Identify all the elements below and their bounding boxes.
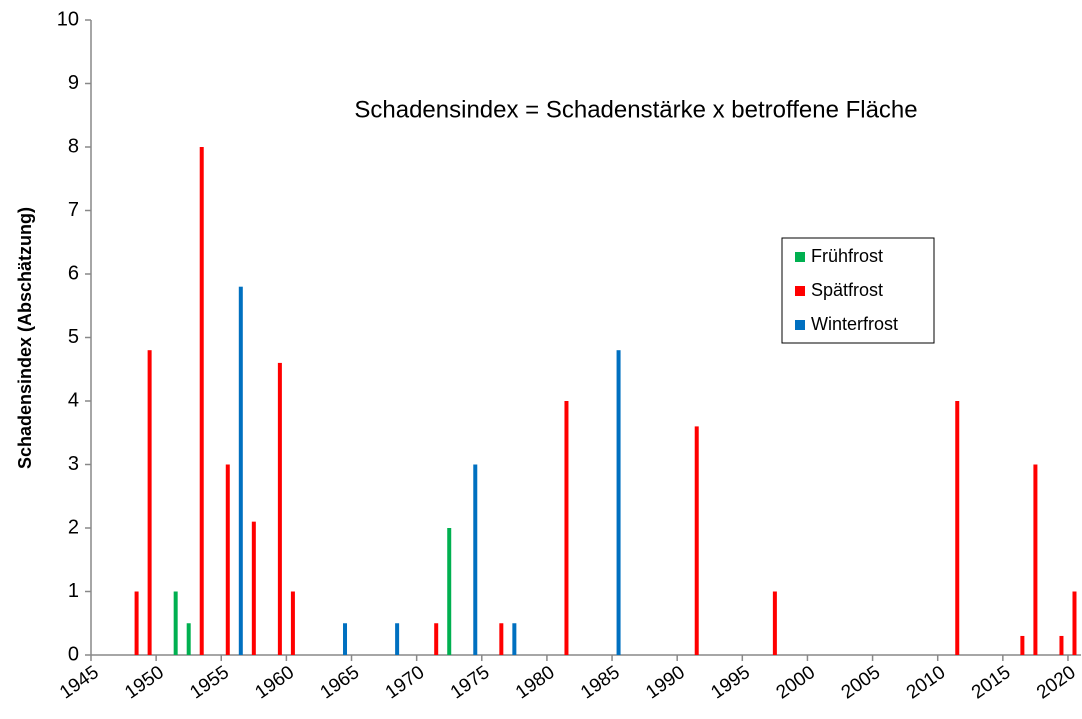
bar xyxy=(616,350,621,655)
x-tick-label: 1970 xyxy=(382,662,429,703)
bar xyxy=(694,426,699,655)
legend-swatch xyxy=(795,320,805,330)
bar xyxy=(277,362,282,655)
legend-swatch xyxy=(795,286,805,296)
bar xyxy=(499,623,504,655)
chart-title: Schadensindex = Schadenstärke x betroffe… xyxy=(354,96,917,123)
bar xyxy=(343,623,348,655)
x-tick-label: 1950 xyxy=(121,662,168,703)
bar xyxy=(473,464,478,655)
y-tick-label: 0 xyxy=(68,643,79,665)
x-tick-label: 2015 xyxy=(968,662,1015,703)
y-tick-label: 5 xyxy=(68,326,79,348)
y-tick-label: 10 xyxy=(57,8,79,30)
legend-swatch xyxy=(795,252,805,262)
legend-label: Spätfrost xyxy=(811,280,883,300)
y-axis-label: Schadensindex (Abschätzung) xyxy=(15,207,35,469)
legend-label: Frühfrost xyxy=(811,246,883,266)
bar xyxy=(512,623,517,655)
x-tick-label: 1985 xyxy=(577,662,624,703)
y-tick-label: 6 xyxy=(68,262,79,284)
bar xyxy=(225,464,230,655)
bar xyxy=(290,591,295,655)
bar xyxy=(1059,635,1064,655)
y-tick-label: 3 xyxy=(68,453,79,475)
bar xyxy=(1020,635,1025,655)
bar xyxy=(134,591,139,655)
y-tick-label: 7 xyxy=(68,199,79,221)
bar xyxy=(199,147,204,655)
x-tick-label: 2020 xyxy=(1033,662,1080,703)
y-tick-label: 4 xyxy=(68,389,79,411)
bar xyxy=(186,623,191,655)
bar xyxy=(173,591,178,655)
bar xyxy=(395,623,400,655)
bar xyxy=(564,401,569,655)
bar xyxy=(955,401,960,655)
x-tick-label: 2000 xyxy=(773,662,820,703)
x-tick-label: 2010 xyxy=(903,662,950,703)
x-tick-label: 1945 xyxy=(56,662,103,703)
x-tick-label: 1975 xyxy=(447,662,494,703)
legend-label: Winterfrost xyxy=(811,314,898,334)
x-tick-label: 1955 xyxy=(186,662,233,703)
y-tick-label: 8 xyxy=(68,135,79,157)
x-tick-label: 1995 xyxy=(707,662,754,703)
bar xyxy=(1072,591,1077,655)
y-tick-label: 9 xyxy=(68,72,79,94)
bar xyxy=(434,623,439,655)
x-tick-label: 1965 xyxy=(317,662,364,703)
y-tick-label: 2 xyxy=(68,516,79,538)
bar xyxy=(238,286,243,655)
bar xyxy=(772,591,777,655)
y-tick-label: 1 xyxy=(68,580,79,602)
x-tick-label: 1960 xyxy=(251,662,298,703)
legend-box xyxy=(781,237,935,344)
x-tick-label: 1990 xyxy=(642,662,689,703)
x-tick-label: 1980 xyxy=(512,662,559,703)
bar xyxy=(251,521,256,655)
x-tick-label: 2005 xyxy=(838,662,885,703)
bar xyxy=(1033,464,1038,655)
bar xyxy=(447,528,452,655)
bar xyxy=(147,350,152,655)
